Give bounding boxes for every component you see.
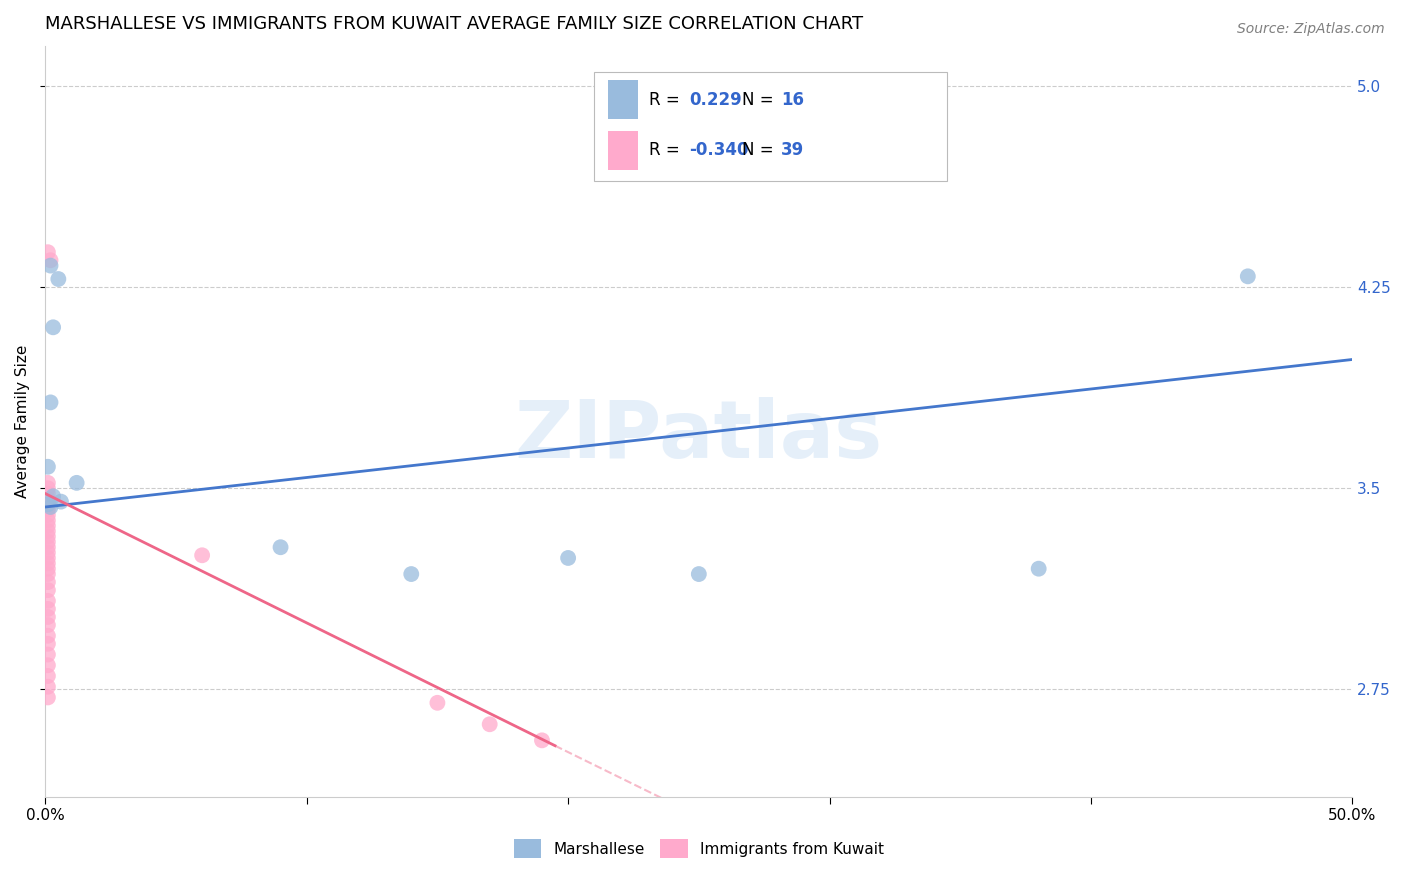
Point bbox=[37, 575, 59, 590]
Text: Source: ZipAtlas.com: Source: ZipAtlas.com bbox=[1237, 22, 1385, 37]
Point bbox=[37, 513, 59, 527]
Point bbox=[688, 567, 710, 582]
Point bbox=[37, 459, 59, 474]
Point bbox=[66, 475, 89, 490]
Point bbox=[42, 320, 65, 334]
Legend: Marshallese, Immigrants from Kuwait: Marshallese, Immigrants from Kuwait bbox=[508, 833, 890, 864]
Text: -0.340: -0.340 bbox=[689, 141, 749, 159]
Y-axis label: Average Family Size: Average Family Size bbox=[15, 344, 30, 498]
Point bbox=[37, 602, 59, 616]
Point bbox=[37, 690, 59, 705]
Point bbox=[37, 486, 59, 500]
Text: N =: N = bbox=[742, 141, 779, 159]
Point bbox=[37, 500, 59, 514]
Point bbox=[39, 253, 62, 268]
Text: MARSHALLESE VS IMMIGRANTS FROM KUWAIT AVERAGE FAMILY SIZE CORRELATION CHART: MARSHALLESE VS IMMIGRANTS FROM KUWAIT AV… bbox=[45, 15, 863, 33]
Point bbox=[37, 583, 59, 598]
Point bbox=[37, 680, 59, 694]
Point bbox=[37, 629, 59, 643]
Point bbox=[37, 481, 59, 495]
Point bbox=[37, 567, 59, 582]
Point bbox=[37, 534, 59, 549]
Text: R =: R = bbox=[650, 91, 685, 109]
Point bbox=[37, 610, 59, 624]
Point bbox=[37, 508, 59, 522]
Point bbox=[37, 245, 59, 260]
Point bbox=[37, 497, 59, 511]
Point bbox=[37, 540, 59, 554]
Point bbox=[37, 648, 59, 662]
Point bbox=[37, 594, 59, 608]
Point bbox=[191, 549, 214, 563]
Text: N =: N = bbox=[742, 91, 779, 109]
Text: R =: R = bbox=[650, 141, 685, 159]
Point bbox=[1028, 562, 1050, 576]
Point bbox=[37, 562, 59, 576]
Text: 16: 16 bbox=[782, 91, 804, 109]
Point bbox=[37, 497, 59, 511]
Point bbox=[1236, 269, 1258, 284]
Point bbox=[37, 518, 59, 533]
Point bbox=[478, 717, 501, 731]
Point bbox=[37, 491, 59, 506]
Point bbox=[37, 557, 59, 571]
Point bbox=[37, 658, 59, 673]
Point bbox=[37, 494, 59, 508]
Point bbox=[557, 551, 579, 566]
Point bbox=[37, 669, 59, 683]
Point bbox=[39, 395, 62, 409]
Point bbox=[37, 502, 59, 516]
Text: 39: 39 bbox=[782, 141, 804, 159]
Text: 0.229: 0.229 bbox=[689, 91, 742, 109]
Point bbox=[37, 475, 59, 490]
Point bbox=[37, 529, 59, 543]
Point bbox=[49, 494, 72, 508]
Point bbox=[39, 259, 62, 273]
Text: ZIPatlas: ZIPatlas bbox=[515, 397, 883, 475]
Point bbox=[401, 567, 423, 582]
Point bbox=[42, 489, 65, 503]
Point bbox=[530, 733, 553, 747]
Point bbox=[37, 618, 59, 632]
Point bbox=[37, 546, 59, 560]
Point bbox=[37, 551, 59, 566]
Point bbox=[37, 637, 59, 651]
Point bbox=[37, 524, 59, 538]
Point bbox=[46, 272, 69, 286]
Point bbox=[39, 500, 62, 514]
Point bbox=[426, 696, 449, 710]
Point bbox=[270, 540, 292, 554]
